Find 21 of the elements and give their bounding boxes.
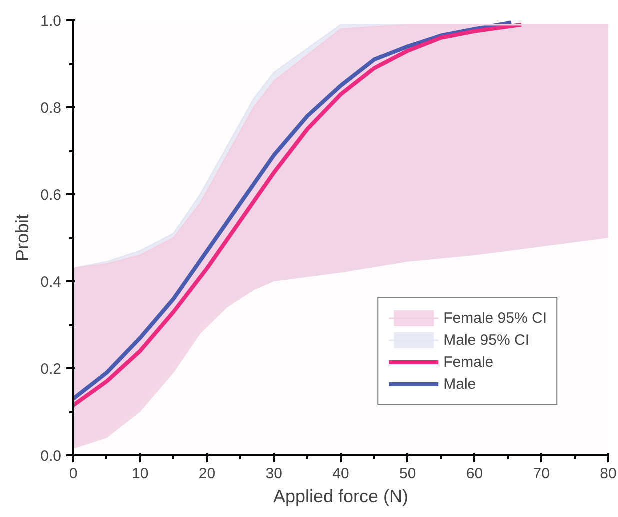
legend-label: Male 95% CI (444, 332, 530, 348)
x-tick-label: 0 (69, 466, 78, 482)
y-axis-title: Probit (12, 214, 33, 262)
x-tick-label: 30 (266, 466, 282, 482)
y-tick-label: 0.8 (40, 100, 62, 117)
x-tick-label: 10 (132, 466, 149, 482)
y-tick-label: 0.6 (40, 187, 62, 204)
y-tick-label: 0.2 (40, 361, 62, 378)
x-tick-label: 70 (533, 466, 550, 482)
y-tick-label: 0.4 (40, 274, 62, 291)
y-tick-label: 0.0 (40, 448, 62, 465)
legend-label: Male (444, 376, 476, 392)
legend-label: Female (444, 354, 494, 370)
legend-label: Female 95% CI (444, 310, 547, 326)
x-tick-label: 60 (466, 466, 484, 482)
x-tick-label: 50 (400, 466, 416, 482)
x-tick-label: 80 (600, 466, 617, 482)
x-tick-label: 20 (198, 466, 216, 482)
x-axis-title: Applied force (N) (273, 486, 409, 506)
x-tick-label: 40 (332, 466, 350, 482)
y-tick-label: 1.0 (40, 13, 62, 30)
